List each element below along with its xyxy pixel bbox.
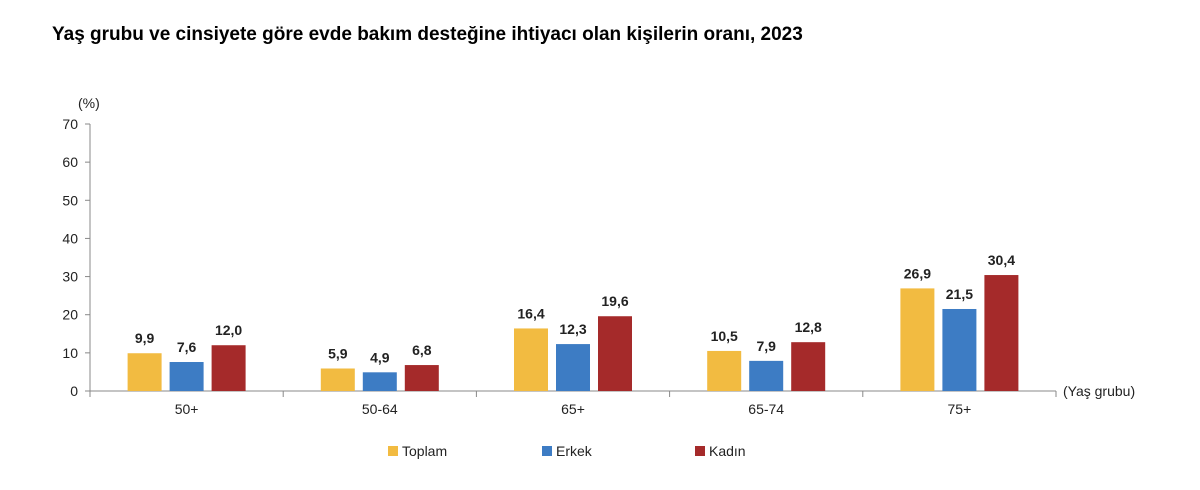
data-label: 7,9 bbox=[756, 338, 776, 354]
data-label: 9,9 bbox=[135, 330, 155, 346]
bar bbox=[984, 275, 1019, 391]
bar bbox=[514, 328, 548, 391]
bar bbox=[211, 345, 246, 391]
data-label: 4,9 bbox=[370, 349, 390, 365]
bar bbox=[707, 350, 742, 391]
data-label: 30,4 bbox=[988, 252, 1015, 268]
data-label: 26,9 bbox=[904, 265, 931, 281]
data-label: 19,6 bbox=[601, 293, 628, 309]
bar bbox=[169, 362, 204, 391]
y-tick-label: 30 bbox=[62, 269, 78, 285]
legend-swatch bbox=[542, 446, 552, 456]
bar bbox=[362, 372, 397, 391]
y-tick-label: 0 bbox=[70, 383, 78, 399]
y-tick-label: 40 bbox=[62, 230, 78, 246]
data-label: 7,6 bbox=[177, 339, 197, 355]
x-tick-label: 75+ bbox=[948, 401, 972, 417]
legend-label: Erkek bbox=[556, 443, 593, 459]
x-axis-unit-label: (Yaş grubu) bbox=[1063, 383, 1135, 399]
data-label: 10,5 bbox=[711, 328, 738, 344]
y-tick-label: 20 bbox=[62, 307, 78, 323]
x-tick-label: 65-74 bbox=[748, 401, 784, 417]
legend-swatch bbox=[388, 446, 398, 456]
bar bbox=[942, 308, 977, 391]
data-label: 16,4 bbox=[517, 305, 544, 321]
chart-title: Yaş grubu ve cinsiyete göre evde bakım d… bbox=[52, 24, 803, 45]
y-tick-label: 70 bbox=[62, 116, 78, 132]
data-label: 12,3 bbox=[559, 321, 586, 337]
bar bbox=[598, 316, 632, 391]
data-label: 12,8 bbox=[795, 319, 822, 335]
y-tick-label: 60 bbox=[62, 154, 78, 170]
data-label: 5,9 bbox=[328, 345, 348, 361]
y-axis-unit-label: (%) bbox=[78, 95, 100, 111]
data-label: 6,8 bbox=[412, 342, 432, 358]
bar bbox=[749, 360, 784, 391]
bar bbox=[791, 342, 826, 391]
legend-swatch bbox=[695, 446, 705, 456]
bar bbox=[556, 344, 590, 391]
bar bbox=[404, 365, 439, 391]
data-label: 21,5 bbox=[946, 286, 973, 302]
x-tick-label: 50-64 bbox=[362, 401, 398, 417]
x-tick-label: 65+ bbox=[561, 401, 585, 417]
bar bbox=[127, 353, 162, 391]
y-tick-label: 50 bbox=[62, 192, 78, 208]
x-tick-label: 50+ bbox=[175, 401, 199, 417]
bar bbox=[320, 368, 355, 391]
bar bbox=[900, 288, 935, 391]
y-tick-label: 10 bbox=[62, 345, 78, 361]
data-label: 12,0 bbox=[215, 322, 242, 338]
legend-label: Kadın bbox=[709, 443, 746, 459]
legend-label: Toplam bbox=[402, 443, 447, 459]
